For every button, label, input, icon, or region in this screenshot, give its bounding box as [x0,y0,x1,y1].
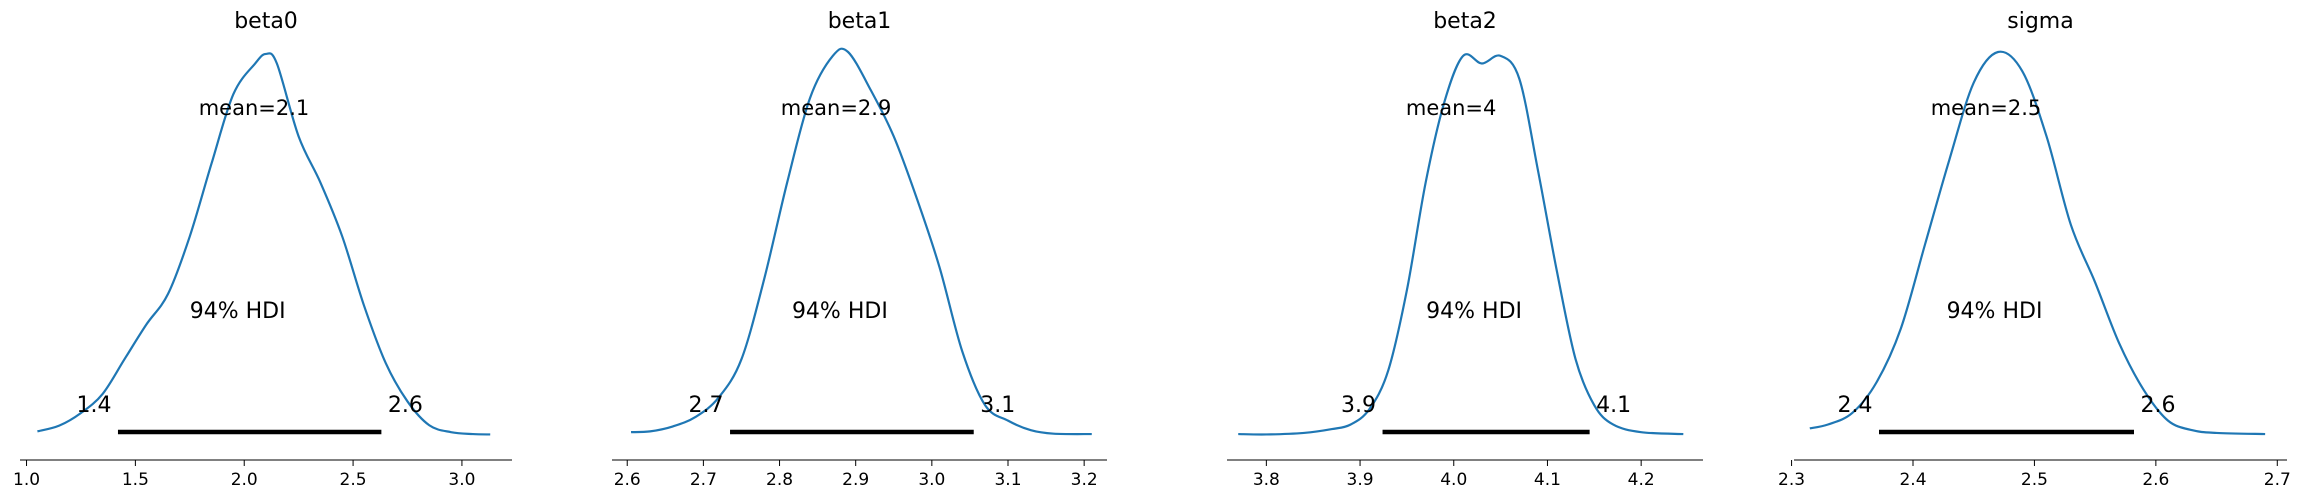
mean-label: mean=2.5 [1931,96,2042,120]
hdi-high-label: 3.1 [980,393,1015,418]
hdi-label: 94% HDI [190,299,286,324]
hdi-low-label: 2.7 [689,393,724,418]
kde-curve [1238,53,1684,436]
x-tick-label: 4.0 [1440,470,1467,490]
x-tick-label: 2.9 [842,470,869,490]
mean-label: mean=2.1 [199,96,310,120]
x-tick-label: 1.0 [13,470,40,490]
x-tick-label: 2.5 [340,470,367,490]
x-tick-label: 3.2 [1071,470,1098,490]
x-tick-label: 3.9 [1347,470,1374,490]
x-tick-label: 1.5 [122,470,149,490]
kde-curve [37,52,491,436]
x-tick-label: 2.5 [2021,470,2048,490]
hdi-high-label: 2.6 [2141,393,2176,418]
hdi-label: 94% HDI [1947,299,2043,324]
x-tick-label: 4.2 [1628,470,1655,490]
panel-title: beta0 [234,9,298,34]
x-tick-label: 2.7 [2264,470,2291,490]
x-tick-label: 3.1 [994,470,1021,490]
panel-beta1: beta1 mean=2.9 94% HDI 2.7 3.1 2.6 2.7 2.8 2.9 3.… [612,9,1107,490]
hdi-low-label: 2.4 [1838,393,1873,418]
hdi-low-label: 1.4 [76,393,111,418]
mean-label: mean=4 [1406,96,1497,120]
hdi-high-label: 2.6 [388,393,423,418]
mean-label: mean=2.9 [781,96,892,120]
panel-sigma: sigma mean=2.5 94% HDI 2.4 2.6 2.3 2.4 2.5 2.6 2.… [1778,9,2291,490]
x-tick-label: 3.8 [1253,470,1280,490]
x-tick-label: 2.6 [614,470,641,490]
panel-beta0: beta0 mean=2.1 94% HDI 1.4 2.6 1.0 1.5 2.0 2.5 3.… [13,9,512,490]
x-tick-label: 2.0 [231,470,258,490]
kde-curve [630,47,1092,436]
x-tick-label: 3.0 [448,470,475,490]
x-tick-label: 2.7 [690,470,717,490]
x-tick-label: 3.0 [918,470,945,490]
x-tick-label: 2.8 [766,470,793,490]
panel-title: sigma [2007,9,2073,34]
x-tick-label: 2.4 [1899,470,1926,490]
panel-title: beta1 [828,9,892,34]
hdi-high-label: 4.1 [1596,393,1631,418]
kde-curve [1809,50,2266,436]
x-tick-label: 2.3 [1778,470,1805,490]
hdi-label: 94% HDI [792,299,888,324]
hdi-low-label: 3.9 [1341,393,1376,418]
hdi-label: 94% HDI [1426,299,1522,324]
panel-beta2: beta2 mean=4 94% HDI 3.9 4.1 3.8 3.9 4.0 4.1 4.2 [1227,9,1703,490]
x-tick-label: 4.1 [1534,470,1561,490]
panel-title: beta2 [1433,9,1497,34]
x-tick-label: 2.6 [2142,470,2169,490]
